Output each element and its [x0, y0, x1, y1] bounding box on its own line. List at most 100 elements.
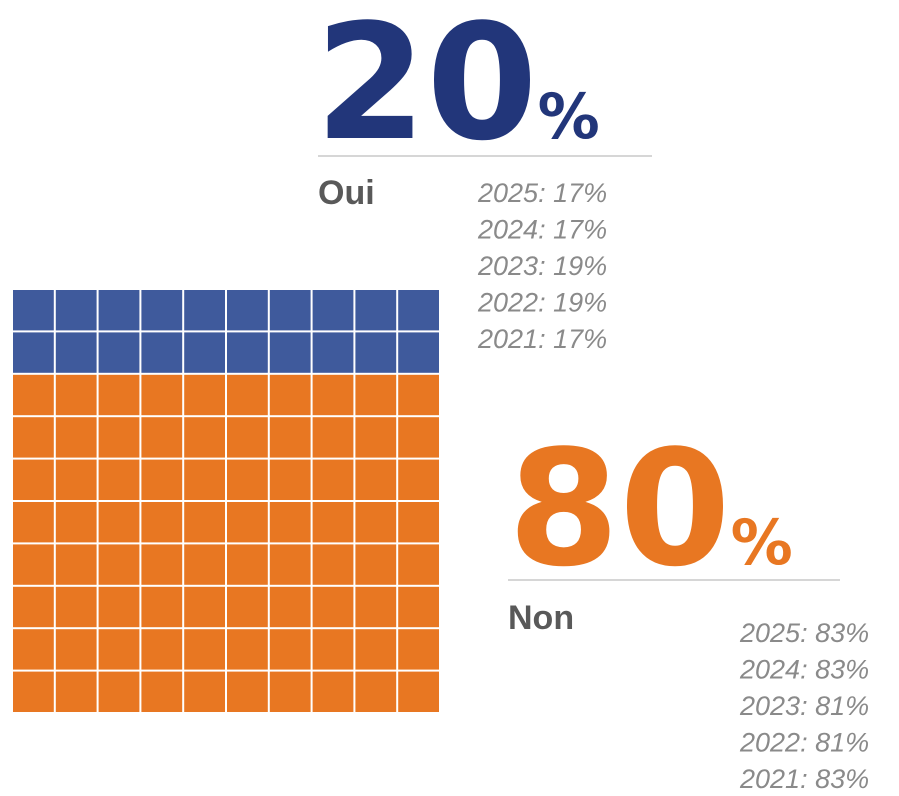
waffle-cell	[55, 459, 97, 500]
waffle-cell	[13, 290, 54, 331]
waffle-cell	[98, 629, 140, 670]
waffle-cell	[312, 586, 354, 628]
waffle-cell	[98, 459, 140, 500]
waffle-cell	[227, 459, 268, 500]
waffle-cell	[312, 417, 354, 458]
history-label: 2024: 17%	[477, 215, 607, 245]
waffle-cell	[55, 374, 97, 416]
waffle-cell	[13, 459, 54, 500]
waffle-cell	[355, 374, 397, 416]
waffle-cell	[355, 544, 397, 585]
history-label: 2025: 83%	[739, 618, 869, 648]
waffle-cell	[98, 417, 140, 458]
category-label: Oui	[318, 174, 375, 212]
waffle-cell	[269, 544, 311, 585]
waffle-cell	[398, 671, 439, 712]
waffle-cell	[98, 544, 140, 585]
waffle-cell	[141, 586, 183, 628]
waffle-cell	[13, 374, 54, 416]
waffle-cell	[269, 502, 311, 543]
waffle-cell	[141, 544, 183, 585]
waffle-cell	[98, 502, 140, 543]
waffle-cell	[55, 544, 97, 585]
waffle-cell	[55, 290, 97, 331]
waffle-cell	[13, 417, 54, 458]
waffle-cell	[398, 502, 439, 543]
big-value: 80%	[508, 415, 793, 602]
waffle-cell	[55, 629, 97, 670]
waffle-cell	[398, 586, 439, 628]
big-value: 20%	[315, 0, 600, 176]
waffle-cell	[398, 290, 439, 331]
waffle-cell	[184, 671, 225, 712]
waffle-cell	[227, 671, 268, 712]
waffle-cell	[355, 671, 397, 712]
waffle-cell	[98, 586, 140, 628]
waffle-cell	[312, 544, 354, 585]
waffle-cell	[55, 671, 97, 712]
waffle-cell	[312, 502, 354, 543]
waffle-cell	[55, 332, 97, 373]
waffle-cell	[13, 629, 54, 670]
waffle-cell	[398, 332, 439, 373]
waffle-cell	[269, 417, 311, 458]
waffle-cell	[184, 332, 225, 373]
waffle-cell	[141, 671, 183, 712]
waffle-cell	[269, 374, 311, 416]
waffle-cell	[55, 586, 97, 628]
waffle-cell	[227, 502, 268, 543]
waffle-cell	[269, 629, 311, 670]
history-label: 2025: 17%	[477, 178, 607, 208]
waffle-cell	[269, 332, 311, 373]
waffle-cell	[98, 290, 140, 331]
waffle-cell	[269, 459, 311, 500]
category-label: Non	[508, 599, 574, 637]
waffle-cell	[355, 459, 397, 500]
waffle-cell	[312, 332, 354, 373]
waffle-cell	[312, 671, 354, 712]
waffle-cell	[13, 586, 54, 628]
waffle-cell	[355, 417, 397, 458]
waffle-cell	[141, 332, 183, 373]
waffle-cell	[312, 374, 354, 416]
waffle-cell	[227, 332, 268, 373]
waffle-cell	[184, 459, 225, 500]
waffle-cell	[141, 459, 183, 500]
waffle-cell	[398, 544, 439, 585]
waffle-cell	[13, 671, 54, 712]
waffle-cell	[141, 417, 183, 458]
waffle-cell	[55, 417, 97, 458]
waffle-cell	[398, 417, 439, 458]
waffle-cell	[184, 417, 225, 458]
waffle-cell	[141, 374, 183, 416]
waffle-cell	[13, 502, 54, 543]
history-label: 2022: 19%	[477, 288, 607, 318]
waffle-cell	[227, 544, 268, 585]
waffle-cell	[227, 629, 268, 670]
waffle-cell	[55, 502, 97, 543]
history-label: 2022: 81%	[739, 728, 869, 758]
waffle-cell	[184, 502, 225, 543]
waffle-cell	[98, 332, 140, 373]
waffle-cell	[269, 671, 311, 712]
waffle-cell	[98, 671, 140, 712]
waffle-cell	[141, 290, 183, 331]
history-label: 2023: 19%	[477, 251, 607, 281]
waffle-cell	[13, 544, 54, 585]
waffle-cell	[269, 586, 311, 628]
waffle-cell	[227, 374, 268, 416]
waffle-cell	[355, 332, 397, 373]
waffle-cell	[312, 459, 354, 500]
waffle-cell	[312, 629, 354, 670]
waffle-cell	[355, 586, 397, 628]
waffle-cell	[355, 290, 397, 331]
waffle-cell	[98, 374, 140, 416]
waffle-cell	[13, 332, 54, 373]
waffle-cell	[227, 417, 268, 458]
waffle-cell	[398, 459, 439, 500]
history-label: 2023: 81%	[739, 691, 869, 721]
waffle-cell	[355, 502, 397, 543]
waffle-cell	[312, 290, 354, 331]
waffle-cell	[184, 290, 225, 331]
